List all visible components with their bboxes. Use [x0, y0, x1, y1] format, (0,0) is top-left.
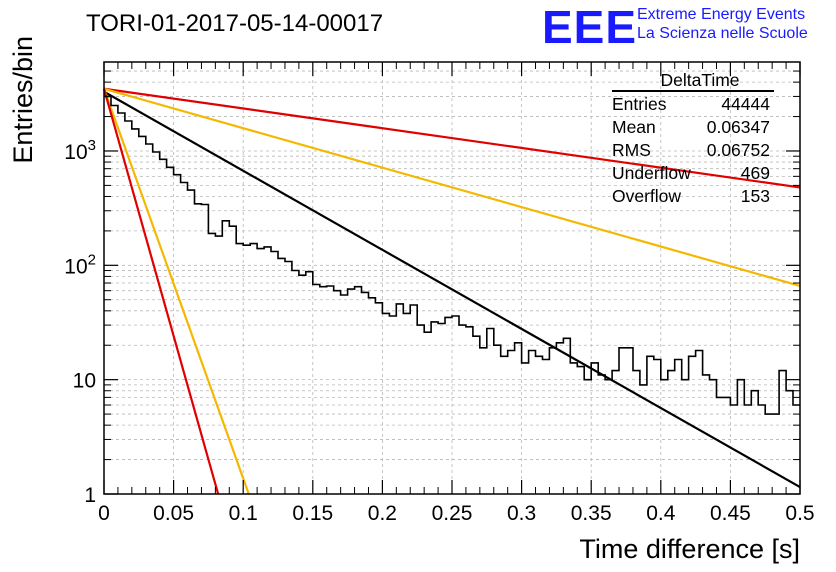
logo-line-2: La Scienza nelle Scuole [637, 25, 808, 42]
stats-row-entries: Entries 44444 [612, 93, 778, 116]
x-tick-label: 0.35 [571, 502, 612, 525]
histogram [104, 95, 800, 415]
y-tick-label: 10 [73, 370, 96, 393]
histogram-outline [104, 95, 800, 415]
y-tick-label: 103 [64, 137, 96, 164]
stats-label: Entries [612, 94, 667, 114]
stats-label: Overflow [612, 186, 682, 206]
x-tick-labels: 0 0.05 0.1 0.15 0.2 0.25 0.3 0.35 0.4 0.45 0.5 [98, 502, 814, 525]
stats-value: 0.06752 [706, 140, 770, 160]
x-tick-label: 0.5 [785, 502, 814, 525]
stats-box: DeltaTime Entries 44444 Mean 0.06347 RMS… [612, 70, 778, 208]
stats-label: RMS [612, 140, 651, 160]
x-tick-label: 0.05 [153, 502, 194, 525]
stats-row-underflow: Underflow 469 [612, 162, 778, 185]
x-tick-label: 0.1 [229, 502, 258, 525]
chart-title: TORI-01-2017-05-14-00017 [86, 10, 384, 37]
x-tick-label: 0.4 [646, 502, 676, 525]
stats-label: Mean [612, 117, 656, 137]
fit-line [102, 88, 250, 495]
y-tick-labels: 1 10 102 103 [64, 137, 96, 507]
x-axis-title: Time difference [s] [579, 534, 800, 564]
stats-value: 0.06347 [706, 117, 770, 137]
eee-logo: EEE [542, 1, 638, 53]
stats-label: Underflow [612, 163, 691, 183]
x-tick-label: 0.3 [507, 502, 536, 525]
stats-value: 153 [740, 186, 770, 206]
x-tick-label: 0.2 [368, 502, 397, 525]
fit-line [103, 87, 801, 288]
y-tick-label: 102 [64, 251, 96, 278]
stats-value: 469 [740, 163, 770, 183]
y-tick-label: 1 [84, 484, 96, 507]
fit-line [103, 90, 801, 489]
x-tick-label: 0.15 [292, 502, 333, 525]
x-tick-label: 0.25 [432, 502, 473, 525]
stats-row-rms: RMS 0.06752 [612, 139, 778, 162]
fit-curves [102, 87, 801, 495]
x-tick-label: 0 [98, 502, 110, 525]
stats-row-overflow: Overflow 153 [612, 185, 778, 208]
fit-line [102, 88, 220, 495]
y-axis-title: Entries/bin [8, 36, 38, 164]
fit-line [103, 87, 801, 189]
stats-row-mean: Mean 0.06347 [612, 116, 778, 139]
stats-title: DeltaTime [660, 70, 740, 90]
logo-line-1: Extreme Energy Events [637, 6, 806, 23]
stats-divider [612, 90, 774, 92]
axis-ticks [103, 61, 801, 495]
x-tick-label: 0.45 [710, 502, 751, 525]
stats-value: 44444 [721, 94, 770, 114]
